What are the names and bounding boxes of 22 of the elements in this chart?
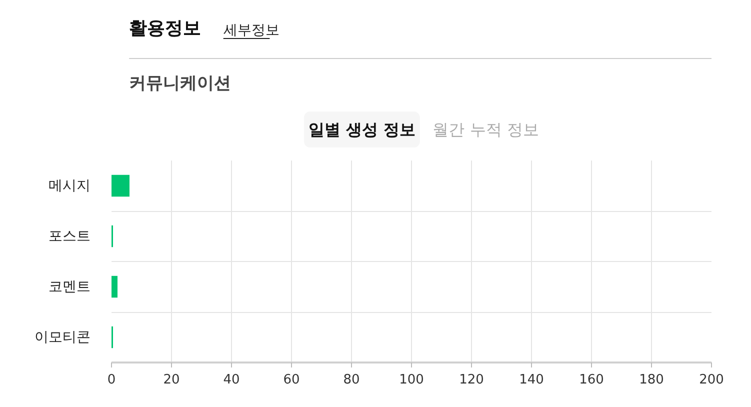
text: 일별 생성 정보 <box>308 120 416 139</box>
x-tick-label: 0 <box>107 372 116 388</box>
bar <box>112 276 118 298</box>
y-tick-label: 코멘트 <box>48 278 90 295</box>
x-tick-label: 100 <box>399 372 424 388</box>
text: 월간 누적 정보 <box>432 120 539 139</box>
chart-subtitle: 커뮤니케이션 <box>129 74 232 94</box>
x-tick-label: 20 <box>163 372 180 388</box>
x-tick-label: 200 <box>699 372 724 388</box>
text: 세부정보 <box>223 22 280 38</box>
bar <box>112 174 130 197</box>
x-tick-label: 60 <box>283 372 300 388</box>
y-tick-label: 메시지 <box>48 178 90 194</box>
x-tick-label: 40 <box>223 372 240 388</box>
y-tick-label: 포스트 <box>48 228 90 244</box>
x-tick-label: 120 <box>459 372 484 388</box>
x-tick-label: 140 <box>519 372 544 388</box>
x-tick-label: 180 <box>639 372 664 388</box>
y-tick-label: 이모티콘 <box>34 329 90 346</box>
x-tick-label: 80 <box>343 372 360 388</box>
chart-title: 활용정보 <box>129 18 202 39</box>
x-tick-label: 160 <box>579 372 604 388</box>
